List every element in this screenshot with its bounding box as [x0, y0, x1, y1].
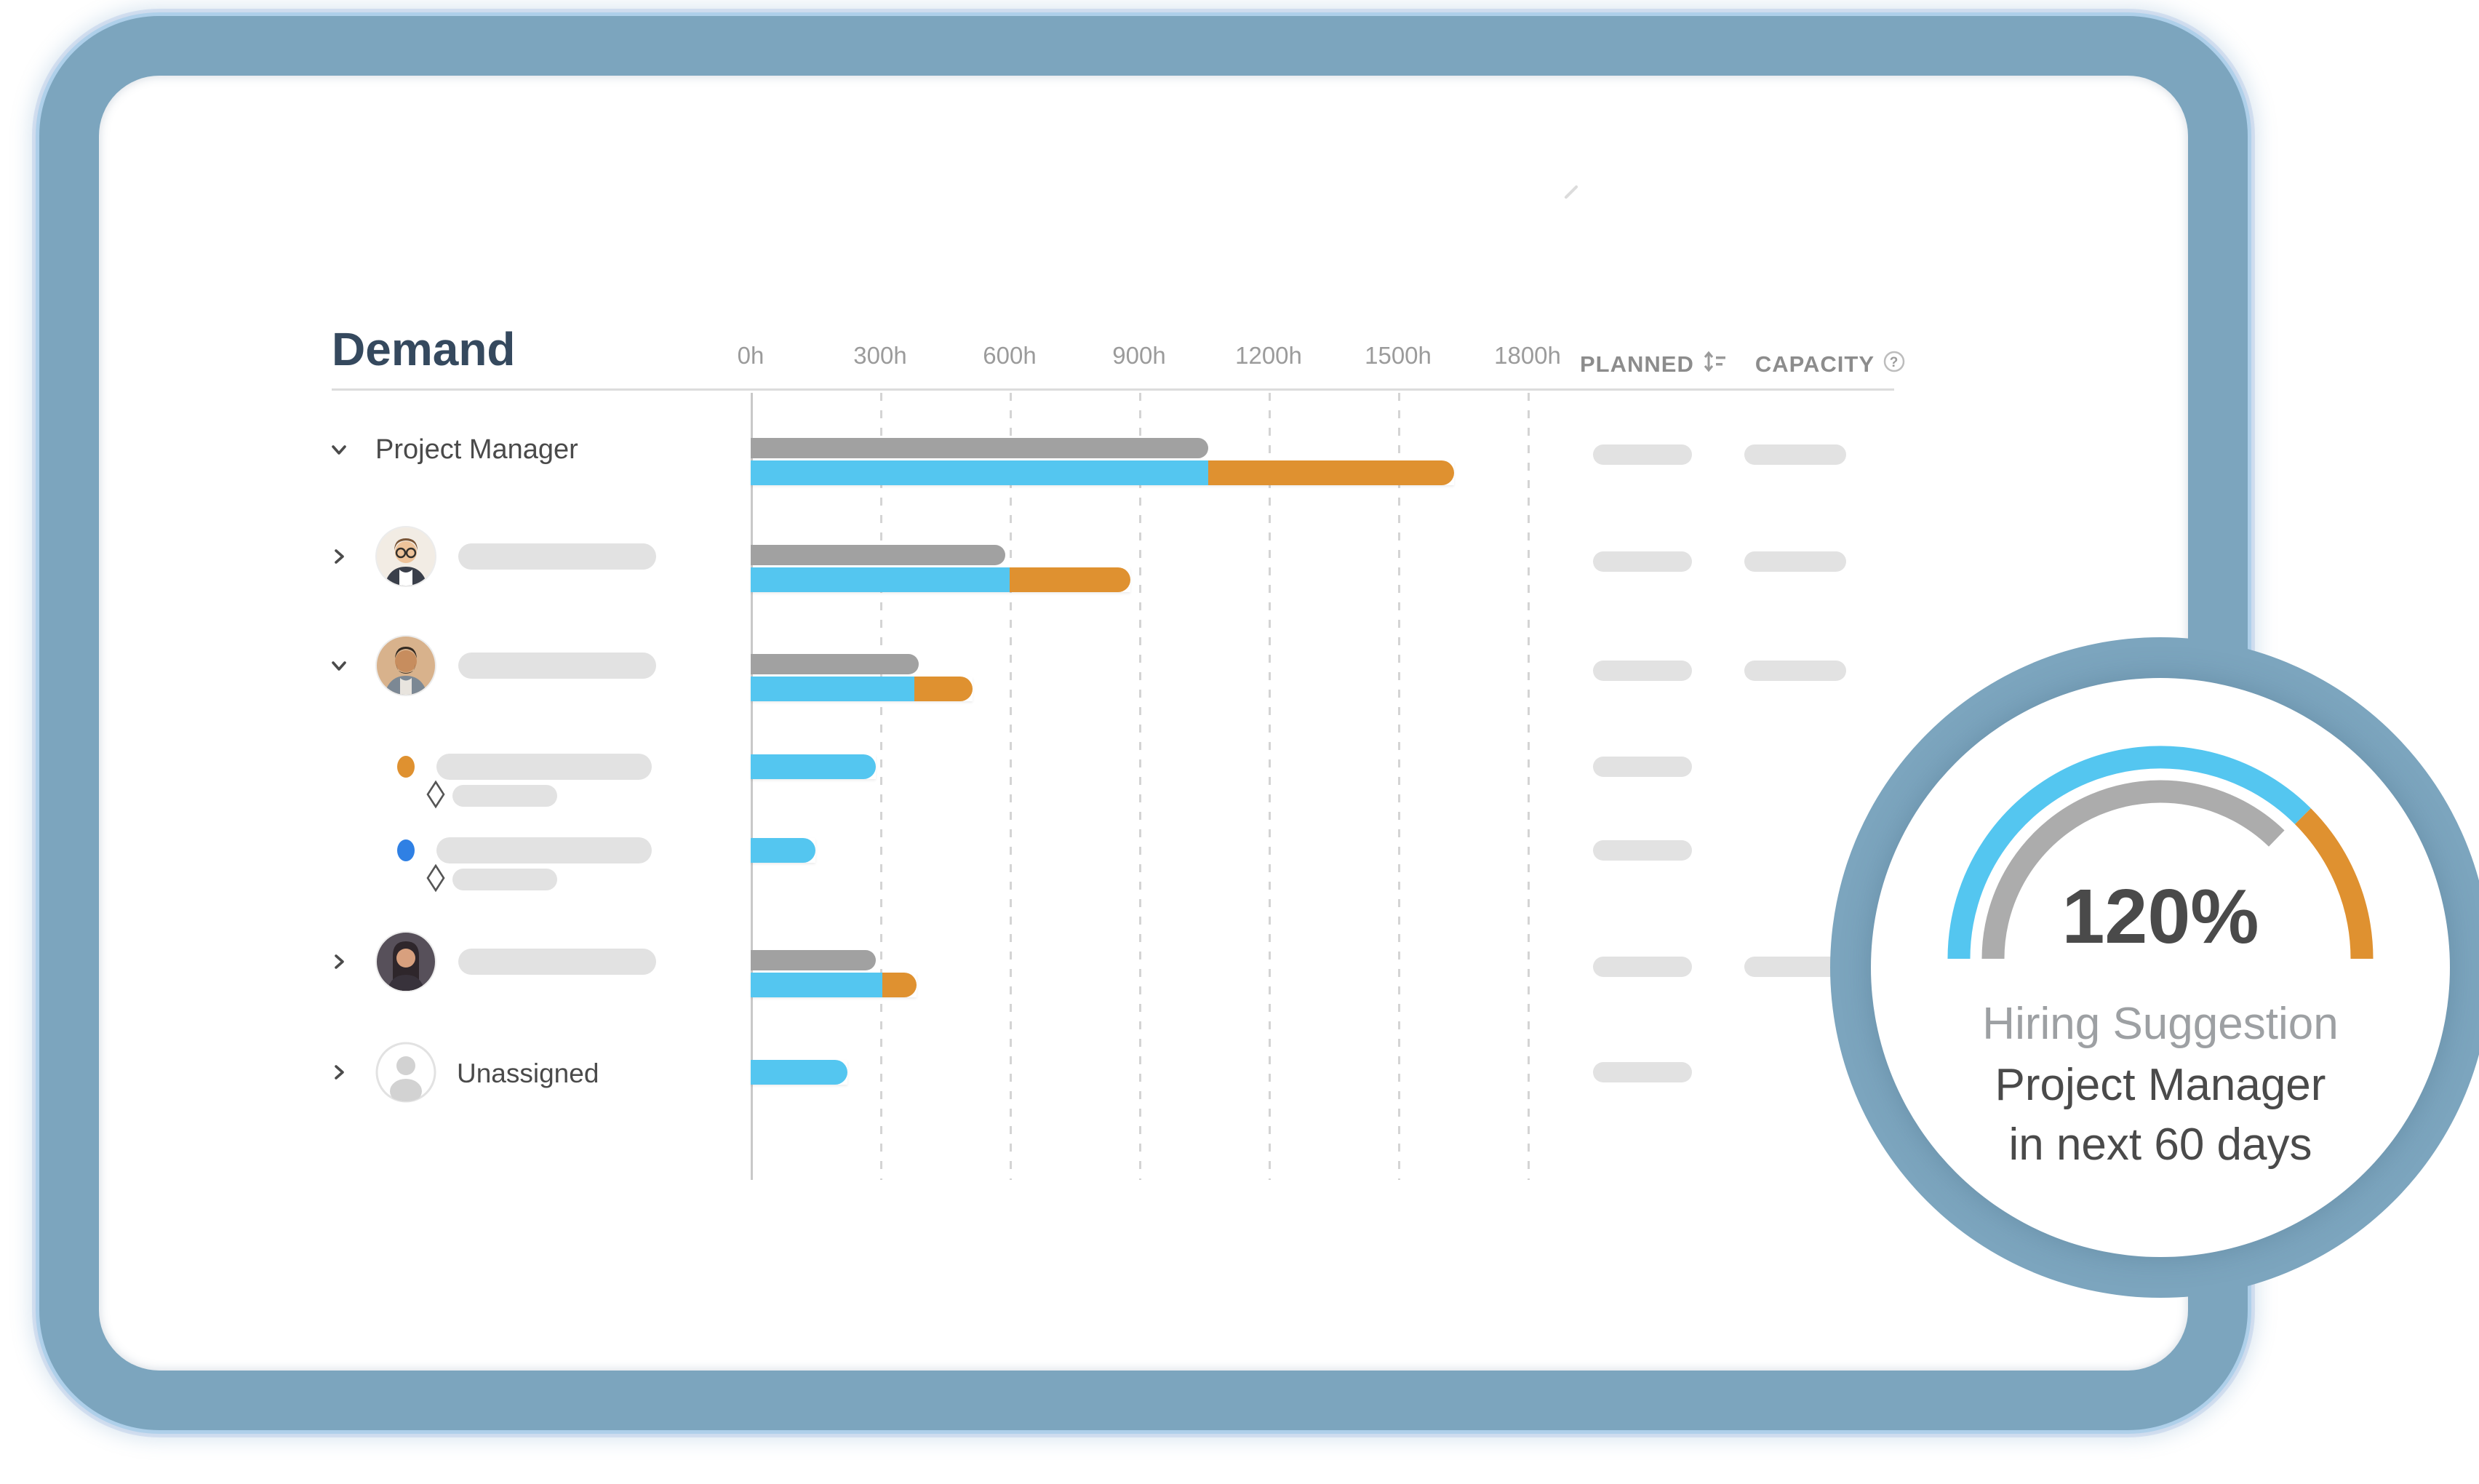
- bar-segment-blue: [751, 677, 914, 701]
- gridline-1200h: [1269, 393, 1271, 1180]
- gridline-1500h: [1398, 393, 1400, 1180]
- planned-value-placeholder: [1593, 957, 1692, 977]
- bar-segment-blue: [751, 973, 882, 997]
- bar-segment-blue: [751, 460, 1208, 485]
- avatar-man-with-beard[interactable]: [375, 635, 436, 696]
- milestone-diamond-icon: [425, 863, 447, 893]
- planned-value-placeholder: [1593, 444, 1692, 465]
- bar-segment-blue: [751, 754, 876, 779]
- gridline-1800h: [1528, 393, 1530, 1180]
- axis-tick: 600h: [983, 342, 1037, 369]
- project-dot-orange: [397, 756, 415, 778]
- hiring-suggestion-badge: 120% Hiring Suggestion Project Manager i…: [1871, 678, 2450, 1257]
- avatar-man-with-glasses[interactable]: [375, 526, 436, 587]
- milestone-placeholder-pill: [452, 785, 557, 807]
- bar-planned-gray[interactable]: [751, 438, 1208, 458]
- chevron-right-icon[interactable]: [327, 545, 351, 568]
- gridline-600h: [1010, 393, 1012, 1180]
- row-person-3: [0, 925, 2479, 1013]
- gridline-300h: [880, 393, 882, 1180]
- badge-timeframe: in next 60 days: [2008, 1120, 2312, 1170]
- help-circle-icon[interactable]: ?: [1882, 349, 1907, 380]
- bar-demand[interactable]: [751, 838, 815, 863]
- axis-tick: 1800h: [1494, 342, 1561, 369]
- milestone-placeholder-pill: [452, 869, 557, 890]
- bar-planned-gray[interactable]: [751, 654, 919, 674]
- page-title: Demand: [332, 323, 516, 375]
- capacity-value-placeholder: [1744, 551, 1846, 572]
- axis-tick: 900h: [1112, 342, 1166, 369]
- planned-value-placeholder: [1593, 661, 1692, 681]
- bar-segment-blue: [751, 1060, 847, 1085]
- row-label-project-manager[interactable]: Project Manager: [375, 434, 578, 465]
- person-silhouette-icon[interactable]: [375, 1042, 436, 1103]
- name-placeholder-pill: [458, 653, 656, 679]
- milestone-diamond-icon: [425, 780, 447, 809]
- svg-text:?: ?: [1890, 355, 1899, 370]
- bar-demand[interactable]: [751, 754, 876, 779]
- project-name-placeholder-pill: [436, 754, 652, 780]
- capacity-gauge: [1947, 746, 2374, 960]
- bar-planned-gray[interactable]: [751, 950, 876, 970]
- bar-demand[interactable]: [751, 1060, 847, 1085]
- bar-demand[interactable]: [751, 973, 917, 997]
- bar-demand[interactable]: [751, 567, 1130, 592]
- bar-demand[interactable]: [751, 460, 1454, 485]
- column-headers: PLANNED CAPACITY ?: [1580, 348, 1907, 380]
- chevron-down-icon[interactable]: [327, 438, 351, 461]
- row-role-project-manager: Project Manager: [0, 413, 2479, 500]
- row-person-2: [0, 629, 2479, 717]
- capacity-value-placeholder: [1744, 444, 1846, 465]
- bar-demand[interactable]: [751, 677, 973, 701]
- gridline-0h: [751, 393, 753, 1180]
- avatar-woman-long-hair[interactable]: [375, 931, 436, 992]
- gauge-percent-value: 120%: [2061, 874, 2259, 960]
- badge-subtitle: Hiring Suggestion: [1982, 999, 2339, 1049]
- axis-tick: 0h: [737, 342, 765, 369]
- sort-icon[interactable]: [1701, 348, 1728, 380]
- capacity-value-placeholder: [1744, 661, 1846, 681]
- name-placeholder-pill: [458, 543, 656, 570]
- chevron-right-icon[interactable]: [327, 1061, 351, 1084]
- planned-column-header[interactable]: PLANNED: [1580, 351, 1694, 377]
- planned-value-placeholder: [1593, 551, 1692, 572]
- row-project-orange: [0, 730, 2479, 818]
- bar-segment-orange: [1010, 567, 1130, 592]
- header-divider: [332, 388, 1894, 391]
- badge-role: Project Manager: [1995, 1060, 2326, 1110]
- gridline-900h: [1139, 393, 1141, 1180]
- bar-segment-orange: [882, 973, 917, 997]
- row-unassigned: Unassigned: [0, 1036, 2479, 1123]
- capacity-value-placeholder: [1744, 957, 1846, 977]
- device-frame: [39, 16, 2248, 1430]
- chevron-down-icon[interactable]: [327, 654, 351, 677]
- axis-tick: 300h: [853, 342, 907, 369]
- axis-tick: 1200h: [1235, 342, 1302, 369]
- row-project-blue: [0, 814, 2479, 901]
- planned-value-placeholder: [1593, 757, 1692, 777]
- chevron-right-icon[interactable]: [327, 950, 351, 973]
- bar-segment-blue: [751, 567, 1010, 592]
- bar-segment-orange: [1208, 460, 1454, 485]
- axis-tick: 1500h: [1365, 342, 1432, 369]
- project-dot-blue: [397, 839, 415, 861]
- capacity-column-header[interactable]: CAPACITY: [1755, 351, 1875, 377]
- bar-segment-orange: [914, 677, 973, 701]
- bar-planned-gray[interactable]: [751, 545, 1005, 565]
- planned-value-placeholder: [1593, 840, 1692, 861]
- bar-segment-blue: [751, 838, 815, 863]
- project-name-placeholder-pill: [436, 837, 652, 863]
- planned-value-placeholder: [1593, 1062, 1692, 1082]
- name-placeholder-pill: [458, 949, 656, 975]
- row-person-1: [0, 520, 2479, 607]
- row-label-unassigned[interactable]: Unassigned: [457, 1058, 599, 1088]
